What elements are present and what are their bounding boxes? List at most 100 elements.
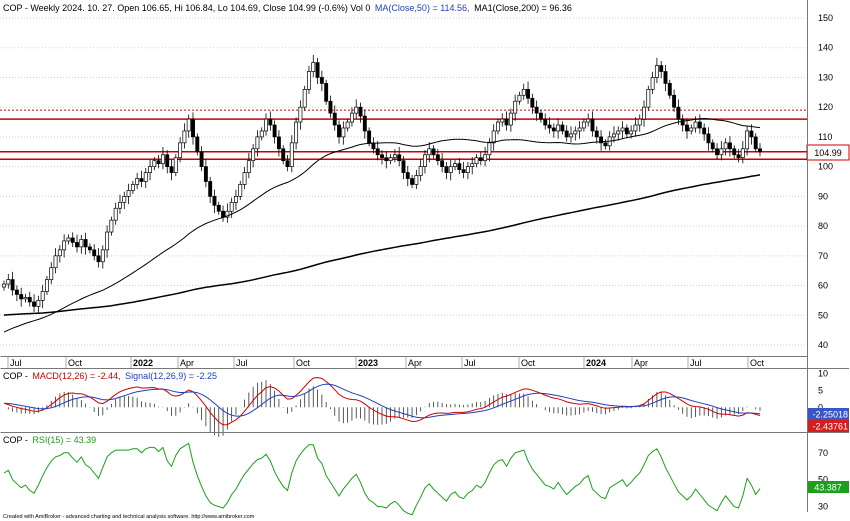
candle-body: [105, 231, 110, 251]
candle-body: [40, 291, 45, 301]
candle-body: [10, 279, 15, 291]
candle-body: [195, 136, 200, 153]
candle-body: [440, 160, 445, 167]
rsi-line: [3, 442, 761, 516]
candle-body: [57, 249, 62, 257]
candle-body: [478, 157, 483, 162]
candle-body: [581, 121, 586, 129]
y-tick-label: 80: [818, 221, 828, 231]
candle-body: [251, 148, 256, 162]
candle-body: [392, 154, 397, 159]
ma200-line: [3, 174, 761, 316]
candle-body: [100, 249, 105, 263]
candle-body: [345, 121, 350, 129]
candle-body: [229, 201, 234, 212]
candle-body: [152, 160, 157, 167]
ma200-label: MA1(Close,200) = 96.36: [474, 3, 572, 13]
x-tick-label: Jul: [236, 358, 248, 368]
candle-body: [586, 118, 591, 123]
ma50-label: MA(Close,50) = 114.56,: [375, 3, 470, 13]
candle-body: [349, 112, 354, 123]
candle-body: [216, 204, 221, 212]
candle-body: [169, 166, 174, 173]
candle-body: [362, 115, 367, 132]
candle-body: [19, 294, 24, 300]
candle-body: [367, 130, 372, 144]
x-tick-label: Oct: [296, 358, 311, 368]
y-tick-label: 140: [818, 43, 833, 53]
x-tick-label: Jul: [464, 358, 476, 368]
candle-body: [2, 283, 6, 288]
candle-body: [221, 210, 226, 218]
candle-body: [87, 246, 92, 251]
candle-body: [491, 130, 496, 144]
last-price-marker: 104.99: [806, 144, 850, 161]
y-tick-label: 40: [818, 340, 828, 350]
candle-body: [637, 118, 642, 126]
candle-body: [96, 255, 101, 263]
price-title: COP - Weekly 2024. 10. 27. Open 106.65, …: [3, 3, 572, 13]
candle-body: [45, 279, 49, 292]
candle-body: [414, 175, 419, 185]
time-axis: Jul Oct 2022 Apr Jul Oct 2023 Apr Jul Oct 2024 Apr J…: [7, 356, 765, 368]
candle-body: [560, 124, 565, 132]
candle-body: [191, 118, 195, 138]
candle-body: [749, 130, 754, 138]
rsi-last-value: 43.387: [814, 483, 842, 493]
x-tick-label: Jul: [10, 358, 22, 368]
candle-body: [122, 196, 127, 203]
candle-body: [126, 190, 131, 197]
macd-y-tick-label: 10: [818, 368, 828, 378]
candle-body: [564, 130, 569, 138]
macd-last-value: -2.43761: [812, 422, 848, 432]
candle-body: [693, 121, 698, 129]
signal-last-value: -2.25018: [812, 410, 848, 420]
macd-histogram: [7, 380, 761, 437]
candle-body: [474, 157, 479, 165]
candle-body: [298, 106, 303, 123]
candle-body: [83, 239, 88, 248]
ma50-line: [3, 117, 761, 333]
candle-body: [624, 127, 629, 135]
candle-body: [156, 160, 161, 165]
candle-body: [753, 136, 758, 150]
rsi-y-tick-label: 30: [818, 502, 828, 512]
y-tick-label: 50: [818, 310, 828, 320]
candle-body: [504, 118, 509, 126]
candle-body: [186, 118, 191, 132]
candle-body: [444, 166, 449, 173]
macd-label: MACD(12,26) = -2.44,: [32, 371, 120, 381]
candle-body: [629, 130, 634, 135]
rsi-title: COP - RSI(15) = 43.39: [3, 435, 96, 445]
candle-body: [66, 237, 71, 242]
y-tick-label: 70: [818, 251, 828, 261]
candle-body: [573, 130, 578, 135]
candle-body: [697, 121, 702, 129]
y-tick-label: 100: [818, 162, 833, 172]
candle-body: [659, 65, 664, 72]
x-tick-label: Apr: [634, 358, 648, 368]
candle-body: [307, 71, 311, 90]
y-tick-label: 90: [818, 191, 828, 201]
candle-body: [14, 289, 19, 295]
candle-body: [470, 163, 475, 167]
candle-body: [384, 157, 389, 162]
candle-body: [530, 97, 535, 108]
candle-body: [599, 136, 604, 144]
candle-body: [569, 133, 573, 138]
candle-body: [427, 148, 432, 156]
footer-credit: Created with AmiBroker - advanced charti…: [3, 514, 255, 520]
candle-body: [594, 130, 599, 138]
x-tick-label: Jul: [690, 358, 702, 368]
candle-body: [465, 166, 470, 173]
y-tick-label: 130: [818, 72, 833, 82]
candle-body: [538, 112, 543, 120]
candle-body: [710, 142, 715, 150]
candle-body: [526, 88, 530, 99]
candle-body: [453, 163, 457, 167]
rsi-y-axis: 70 50 30: [818, 448, 828, 512]
candle-body: [148, 166, 152, 173]
candle-body: [405, 172, 410, 179]
candle-body: [178, 142, 183, 159]
